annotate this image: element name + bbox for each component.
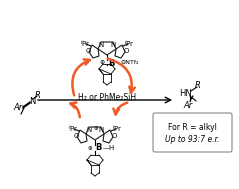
Text: H₂ or PhMe₂SiH: H₂ or PhMe₂SiH xyxy=(78,92,136,101)
Text: ⊕: ⊕ xyxy=(100,60,105,66)
Text: Ar: Ar xyxy=(13,104,23,112)
Text: Ar: Ar xyxy=(183,101,193,109)
FancyBboxPatch shape xyxy=(153,113,232,152)
Text: —H: —H xyxy=(103,145,115,151)
Text: O: O xyxy=(111,133,117,139)
Text: B: B xyxy=(108,59,114,67)
FancyArrowPatch shape xyxy=(114,103,127,115)
Text: ⊕: ⊕ xyxy=(94,125,98,130)
Text: N: N xyxy=(110,42,116,48)
FancyArrowPatch shape xyxy=(70,102,80,117)
FancyArrowPatch shape xyxy=(108,59,135,93)
Text: R: R xyxy=(195,81,201,91)
FancyArrowPatch shape xyxy=(72,59,90,95)
Text: $^i$Pr: $^i$Pr xyxy=(112,123,122,135)
Text: For R = alkyl: For R = alkyl xyxy=(168,123,217,132)
Text: Up to 93:7 e.r.: Up to 93:7 e.r. xyxy=(165,136,219,145)
Text: ⊕: ⊕ xyxy=(87,146,92,150)
Text: N: N xyxy=(86,127,92,133)
Text: $^i$Pr: $^i$Pr xyxy=(80,38,90,50)
Text: $^i$Pr: $^i$Pr xyxy=(68,123,78,135)
Text: HN: HN xyxy=(180,88,192,98)
Text: $^i$Pr: $^i$Pr xyxy=(124,38,134,50)
Text: R: R xyxy=(35,91,41,101)
Text: O: O xyxy=(123,48,129,54)
Text: O: O xyxy=(73,133,79,139)
Text: N: N xyxy=(98,127,104,133)
Text: N: N xyxy=(29,97,35,105)
Text: B: B xyxy=(95,143,101,153)
Text: ⊖NTf₂: ⊖NTf₂ xyxy=(120,60,138,64)
Text: O: O xyxy=(85,48,91,54)
Text: N: N xyxy=(98,42,104,48)
